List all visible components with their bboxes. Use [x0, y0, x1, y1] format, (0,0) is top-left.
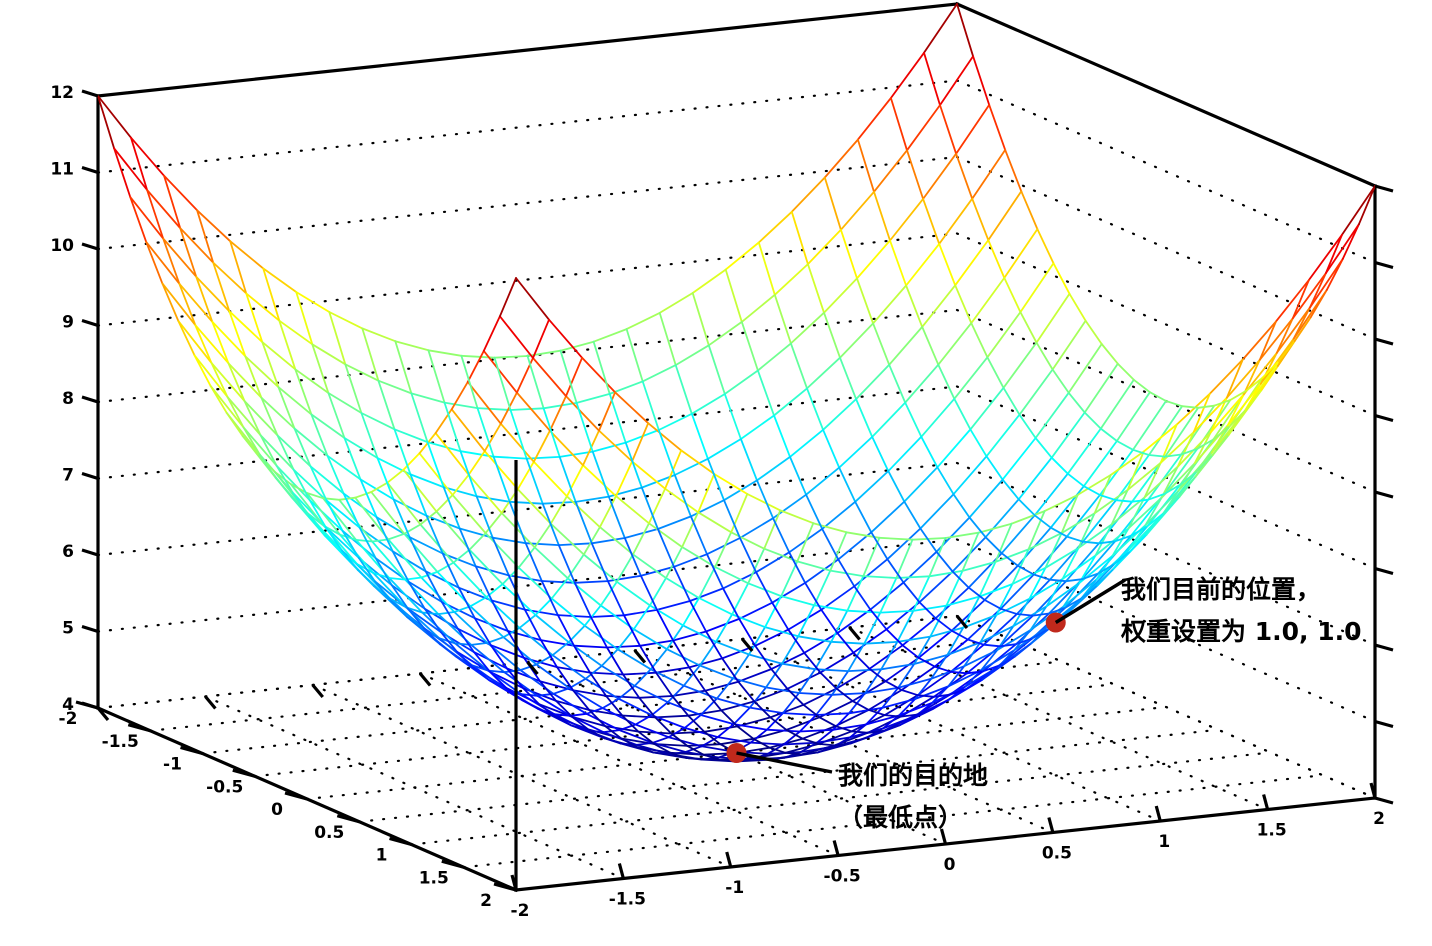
y-tick-label: -2: [511, 901, 530, 921]
y-tick-label: 1: [1158, 832, 1170, 852]
x-tick-label: 1: [376, 846, 388, 866]
x-tick-label: 1.5: [419, 868, 449, 888]
x-tick-label: 0: [271, 800, 283, 820]
y-tick-label: 0.5: [1042, 844, 1072, 864]
annotation-layer: 我们目前的位置， 权重设置为 1.0, 1.0 我们的目的地 （最低点）: [726, 575, 1361, 832]
z-tick-label: 9: [62, 313, 74, 333]
x-tick-label: -0.5: [206, 777, 243, 797]
annotation-destination-line1: 我们的目的地: [838, 761, 988, 790]
y-tick-label: 0: [944, 855, 956, 875]
axis-ticks: [75, 89, 1394, 892]
y-tick-label: 2: [1373, 809, 1385, 829]
z-tick-label: 11: [50, 160, 74, 180]
annotation-current-position-line1: 我们目前的位置，: [1121, 575, 1321, 604]
axes-box-front: [95, 460, 1377, 893]
y-tick-label: -1: [725, 878, 744, 898]
x-tick-label: -2: [59, 709, 78, 729]
x-tick-label: -1.5: [102, 732, 139, 752]
z-tick-label: 4: [62, 695, 74, 715]
y-tick-label: -1.5: [609, 890, 646, 910]
y-tick-label: -0.5: [824, 867, 861, 887]
z-tick-label: 8: [62, 389, 74, 409]
z-tick-label: 6: [62, 542, 74, 562]
x-tick-label: 0.5: [314, 823, 344, 843]
wireframe-surface: [97, 3, 1376, 763]
x-tick-label: -1: [163, 755, 182, 775]
z-tick-label: 5: [62, 619, 74, 639]
y-tick-label: 1.5: [1257, 821, 1287, 841]
z-tick-label: 12: [50, 83, 74, 103]
current-position-leader: [1054, 578, 1126, 624]
z-tick-label: 10: [50, 236, 74, 256]
z-tick-label: 7: [62, 466, 74, 486]
annotation-destination-line2: （最低点）: [838, 803, 963, 832]
destination-leader: [736, 751, 833, 774]
x-tick-label: 2: [480, 891, 492, 911]
annotation-current-position-line2: 权重设置为 1.0, 1.0: [1120, 617, 1361, 646]
